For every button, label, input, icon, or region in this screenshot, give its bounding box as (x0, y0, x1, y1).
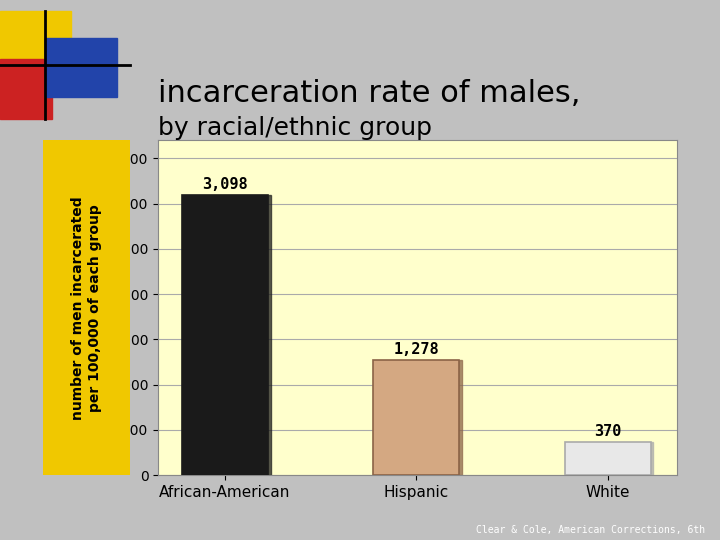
Text: by racial/ethnic group: by racial/ethnic group (158, 117, 433, 140)
Bar (45, 38, 117, 97)
Bar (564, 442, 651, 475)
Bar (373, 360, 459, 475)
Text: number of men incarcerated
per 100,000 of each group: number of men incarcerated per 100,000 o… (71, 196, 102, 420)
Text: incarceration rate of males,: incarceration rate of males, (158, 79, 581, 108)
Polygon shape (651, 442, 653, 475)
Bar (0, 59, 52, 119)
Polygon shape (268, 195, 271, 475)
Text: Clear & Cole, American Corrections, 6th: Clear & Cole, American Corrections, 6th (477, 524, 706, 535)
Text: 3,098: 3,098 (202, 177, 248, 192)
Text: 370: 370 (594, 424, 621, 439)
Bar (182, 195, 268, 475)
Text: 1,278: 1,278 (394, 342, 439, 357)
Bar (0, 11, 71, 76)
Polygon shape (459, 360, 462, 475)
